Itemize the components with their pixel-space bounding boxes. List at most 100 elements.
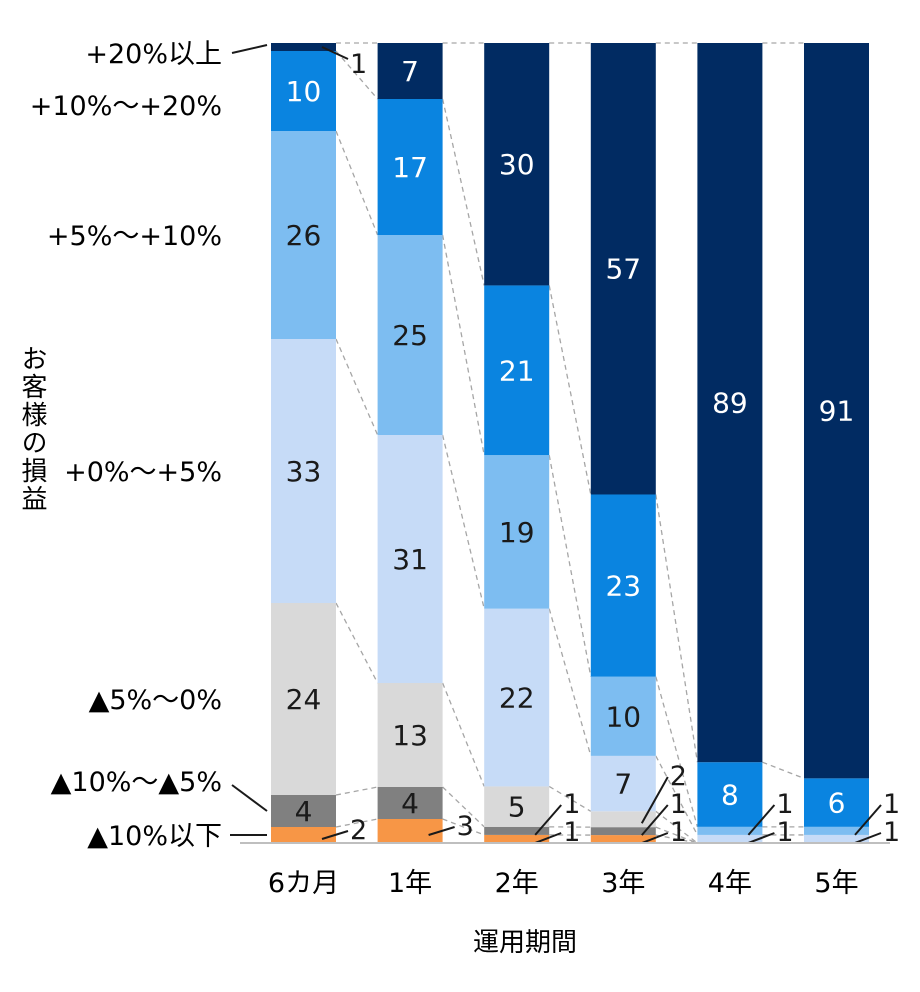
y-axis-label: お客様の損益 xyxy=(17,345,47,513)
data-label: 4 xyxy=(401,787,419,820)
data-label: 89 xyxy=(712,387,748,420)
data-label-outside: 1 xyxy=(670,817,687,848)
bar-segment xyxy=(484,285,550,456)
data-label: 33 xyxy=(286,455,322,488)
x-tick-label: 6カ月 xyxy=(268,868,339,899)
bar-segment xyxy=(804,834,869,843)
connector-line xyxy=(335,786,378,796)
bar-segment xyxy=(377,99,443,235)
bar-segment xyxy=(484,43,550,286)
data-label: 6 xyxy=(828,787,846,820)
leader-line xyxy=(854,804,882,836)
label-leader-lines xyxy=(321,46,882,844)
series-label: ▲10%～▲5% xyxy=(51,767,222,798)
data-label: 7 xyxy=(614,768,632,801)
series-label: +20%以上 xyxy=(85,39,222,70)
bar-segment xyxy=(590,811,656,828)
series-label: +0%～+5% xyxy=(64,457,222,488)
data-label-outside: 1 xyxy=(776,789,793,820)
leader-line xyxy=(534,832,562,844)
data-label: 26 xyxy=(286,219,322,252)
leader-line xyxy=(747,804,776,836)
data-label: 21 xyxy=(499,354,535,387)
connector-line xyxy=(442,818,485,836)
series-labels: ▲10%以下 ▲10%～▲5% ▲5%～0% +0%～+5% +5%～+10% +10%～… xyxy=(30,39,268,852)
bar-segment xyxy=(377,435,443,683)
connector-line xyxy=(655,755,698,836)
leader-line xyxy=(640,776,669,824)
data-label: 10 xyxy=(286,75,322,108)
leader-line xyxy=(641,804,669,836)
data-label: 5 xyxy=(508,791,526,824)
bar-segment xyxy=(271,131,336,339)
connector-line xyxy=(442,786,485,828)
bar-segment xyxy=(484,826,550,835)
series-leader-line xyxy=(231,784,268,812)
data-labels: 4243326104133125177522192130710235788969… xyxy=(286,49,901,848)
data-label: 23 xyxy=(605,570,641,603)
x-tick-label: 4年 xyxy=(708,868,752,899)
data-label: 4 xyxy=(295,795,313,828)
bars xyxy=(271,43,869,843)
connector-line xyxy=(655,826,698,844)
connector-line xyxy=(548,455,592,677)
connector-line xyxy=(548,785,592,812)
bar-segment xyxy=(697,834,763,843)
connector-line xyxy=(655,834,698,844)
bar-segment xyxy=(377,819,443,843)
connector-line xyxy=(762,761,805,779)
bar-segment xyxy=(590,827,656,836)
x-tick-label: 1年 xyxy=(388,868,432,899)
leader-line xyxy=(748,832,775,844)
connector-line xyxy=(655,676,699,828)
bar-segment xyxy=(484,786,550,827)
series-label: ▲10%以下 xyxy=(87,821,222,852)
data-label: 30 xyxy=(499,148,535,181)
connector-line xyxy=(548,608,592,757)
data-label: 24 xyxy=(286,683,322,716)
data-label: 17 xyxy=(392,151,428,184)
data-label-outside: 2 xyxy=(670,761,687,792)
x-tick-labels: 6カ月 1年 2年 3年 4年 5年 xyxy=(268,868,859,899)
bar-segment xyxy=(377,683,443,787)
bar-segment xyxy=(377,787,443,819)
connector-line xyxy=(441,98,485,286)
data-label: 31 xyxy=(392,543,428,576)
bar-segment xyxy=(271,43,336,51)
bar-segment xyxy=(271,339,336,603)
series-label: +10%～+20% xyxy=(30,91,222,122)
connector-line xyxy=(548,285,592,495)
bar-segment xyxy=(590,835,656,843)
data-label: 57 xyxy=(605,253,641,286)
data-label-outside: 1 xyxy=(350,49,367,80)
data-label: 8 xyxy=(721,779,739,812)
bar-segment xyxy=(804,778,869,827)
series-leader-line xyxy=(231,44,268,54)
bar-segment xyxy=(484,834,550,843)
bar-segment xyxy=(590,43,656,495)
connector-line xyxy=(441,682,485,787)
connector-line xyxy=(441,434,485,609)
leader-line xyxy=(321,830,349,840)
bar-segment xyxy=(590,755,656,812)
bar-segment xyxy=(271,51,336,131)
data-label-outside: 1 xyxy=(776,817,793,848)
data-label-outside: 1 xyxy=(883,817,900,848)
data-label-outside: 3 xyxy=(457,811,474,842)
x-tick-label: 3年 xyxy=(601,868,645,899)
data-label: 91 xyxy=(819,395,855,428)
data-label: 10 xyxy=(605,700,641,733)
bar-segment xyxy=(484,455,550,609)
bar-segment xyxy=(804,43,869,779)
connector-line xyxy=(335,50,379,100)
data-label: 25 xyxy=(392,319,428,352)
bar-segment xyxy=(697,762,763,827)
bar-segment xyxy=(377,43,443,99)
x-tick-label: 2年 xyxy=(495,868,539,899)
bar-segment xyxy=(484,608,550,787)
connector-line xyxy=(335,338,379,436)
data-label-outside: 2 xyxy=(350,815,367,846)
leader-line xyxy=(641,832,669,844)
bar-segment xyxy=(377,235,443,435)
